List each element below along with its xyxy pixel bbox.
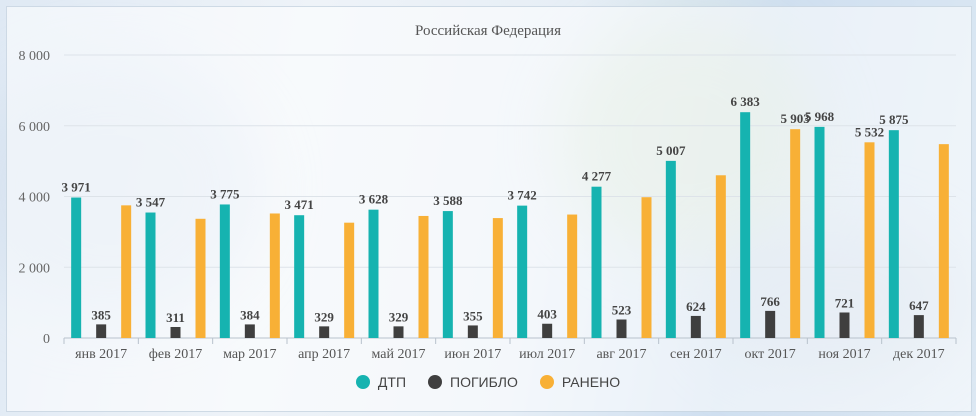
bar-pogiblo xyxy=(690,315,701,338)
chart-card xyxy=(6,6,972,412)
bar-dtp xyxy=(814,126,825,338)
bar-dtp xyxy=(740,112,751,338)
data-label: 3 628 xyxy=(359,192,389,207)
data-label: 385 xyxy=(91,307,111,322)
bar-raneno xyxy=(790,129,801,338)
x-tick-label: авг 2017 xyxy=(596,347,646,362)
data-label: 3 547 xyxy=(136,195,166,210)
x-tick-label: апр 2017 xyxy=(298,347,350,362)
legend-label-pogiblo: ПОГИБЛО xyxy=(450,374,518,390)
x-tick-label: ноя 2017 xyxy=(818,347,870,362)
data-label: 5 007 xyxy=(656,143,686,158)
legend-item-dtp[interactable]: ДТП xyxy=(355,374,407,390)
x-tick-label: янв 2017 xyxy=(75,347,127,362)
bar-pogiblo xyxy=(765,310,776,338)
bars xyxy=(71,112,949,338)
y-tick-label: 8 000 xyxy=(19,49,51,64)
bar-raneno xyxy=(195,218,206,338)
x-tick-label: окт 2017 xyxy=(745,347,796,362)
bar-raneno xyxy=(864,142,875,338)
bar-raneno xyxy=(418,215,429,338)
data-label: 403 xyxy=(537,307,557,322)
bar-dtp xyxy=(294,215,305,338)
data-label: 5 532 xyxy=(855,124,884,139)
y-tick-label: 4 000 xyxy=(19,191,51,206)
legend: ДТП ПОГИБЛО РАНЕНО xyxy=(0,374,976,390)
legend-item-pogiblo[interactable]: ПОГИБЛО xyxy=(428,374,518,390)
bar-pogiblo xyxy=(467,325,478,338)
y-tick-label: 0 xyxy=(43,332,50,347)
bar-dtp xyxy=(71,197,82,338)
chart-title: Российская Федерация xyxy=(415,23,561,39)
data-label: 647 xyxy=(909,298,929,313)
y-tick-label: 6 000 xyxy=(19,120,51,135)
bar-raneno xyxy=(344,222,355,338)
bar-pogiblo xyxy=(542,323,553,338)
data-label: 6 383 xyxy=(731,94,761,109)
bar-dtp xyxy=(442,211,453,338)
bar-pogiblo xyxy=(96,324,107,338)
data-label: 5 903 xyxy=(781,111,811,126)
bar-raneno xyxy=(121,205,132,338)
data-label: 4 277 xyxy=(582,169,612,184)
data-label: 329 xyxy=(389,309,409,324)
data-label: 523 xyxy=(612,302,632,317)
bar-dtp xyxy=(888,130,899,338)
data-label: 5 875 xyxy=(879,112,909,127)
bar-pogiblo xyxy=(616,319,627,338)
bar-dtp xyxy=(591,186,602,338)
bar-pogiblo xyxy=(839,312,850,338)
bar-raneno xyxy=(492,218,503,338)
bar-raneno xyxy=(641,197,652,338)
bar-pogiblo xyxy=(913,315,924,338)
bar-pogiblo xyxy=(319,326,330,338)
data-label: 355 xyxy=(463,308,483,323)
bar-raneno xyxy=(567,214,578,338)
legend-label-dtp: ДТП xyxy=(377,374,407,390)
legend-label-raneno: РАНЕНО xyxy=(561,374,621,390)
data-label: 3 471 xyxy=(285,197,314,212)
bar-raneno xyxy=(715,175,726,338)
data-label: 5 968 xyxy=(805,109,835,124)
x-tick-label: сен 2017 xyxy=(670,347,722,362)
data-label: 311 xyxy=(166,310,185,325)
x-tick-label: июн 2017 xyxy=(444,347,501,362)
data-label: 766 xyxy=(760,294,780,309)
bar-pogiblo xyxy=(393,326,404,338)
y-tick-label: 2 000 xyxy=(19,261,51,276)
y-axis: 0 2 000 4 000 6 000 8 000 xyxy=(19,49,51,347)
legend-swatch-raneno xyxy=(539,375,554,389)
bar-pogiblo xyxy=(170,326,181,338)
x-tick-label: фев 2017 xyxy=(149,347,202,362)
x-tick-label: июл 2017 xyxy=(519,347,575,362)
data-label: 721 xyxy=(835,295,855,310)
data-label: 384 xyxy=(240,307,260,322)
x-axis: янв 2017 фев 2017 мар 2017 апр 2017 май 2017… xyxy=(63,338,957,362)
bar-dtp xyxy=(368,209,379,338)
bar-dtp xyxy=(665,160,676,338)
bar-dtp xyxy=(219,204,230,338)
data-label: 624 xyxy=(686,299,706,314)
data-label: 3 971 xyxy=(62,180,91,195)
bar-dtp xyxy=(517,205,528,338)
bar-pogiblo xyxy=(244,324,255,338)
data-label: 329 xyxy=(314,309,334,324)
data-labels: 3 971 3 547 3 775 3 471 3 628 3 588 3 742 4 277… xyxy=(62,94,930,325)
data-label: 3 775 xyxy=(210,186,240,201)
x-tick-label: мар 2017 xyxy=(223,347,276,362)
legend-item-raneno[interactable]: РАНЕНО xyxy=(539,374,621,390)
x-tick-label: май 2017 xyxy=(372,347,426,362)
data-label: 3 742 xyxy=(508,188,537,203)
legend-swatch-pogiblo xyxy=(428,375,443,389)
bar-dtp xyxy=(145,212,156,338)
legend-swatch-dtp xyxy=(355,375,370,389)
bar-raneno xyxy=(938,144,949,338)
x-tick-label: дек 2017 xyxy=(893,347,945,362)
bar-raneno xyxy=(269,213,280,338)
data-label: 3 588 xyxy=(433,193,463,208)
